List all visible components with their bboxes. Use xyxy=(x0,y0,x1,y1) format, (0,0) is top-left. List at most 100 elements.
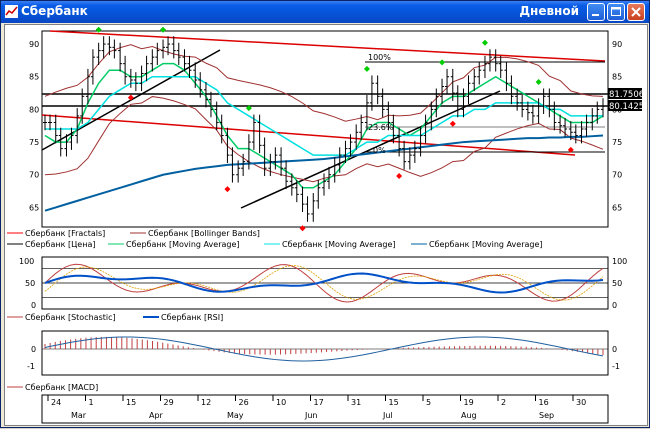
price-panel-frame xyxy=(41,30,609,228)
month-label: Jul xyxy=(382,411,393,420)
fractal-down-marker xyxy=(567,146,574,153)
price-candles xyxy=(43,36,605,222)
fractal-down-marker xyxy=(224,186,231,193)
fractal-up-marker xyxy=(95,26,102,33)
fractal-down-marker xyxy=(449,120,456,127)
osc-tick-right-0: 0 xyxy=(612,301,617,310)
legend-price: Сбербанк [Цена] xyxy=(25,240,95,249)
price-tick-left-70: 70 xyxy=(29,171,39,180)
ma-mid-line xyxy=(45,75,603,156)
legend-rsi: Сбербанк [RSI] xyxy=(161,313,223,322)
day-label: 10 xyxy=(276,398,286,407)
osc-tick-right-100: 100 xyxy=(612,257,627,266)
month-label: Mar xyxy=(71,411,87,420)
month-label: Apr xyxy=(149,411,164,420)
fib-label-100: 100% xyxy=(368,53,391,62)
price-box-1-text: 81.7506 xyxy=(609,90,644,100)
price-tick-left-85: 85 xyxy=(29,73,39,82)
stochastic-line xyxy=(44,263,604,303)
fractal-up-marker xyxy=(535,78,542,85)
chart-app-icon xyxy=(5,5,18,18)
price-box-1 xyxy=(608,88,642,99)
price-tick-right-75: 75 xyxy=(612,138,622,147)
day-label: 17 xyxy=(314,398,324,407)
price-tick-right-85: 85 xyxy=(612,73,622,82)
month-label: Sep xyxy=(539,411,554,420)
fib-label-236: 23.6% xyxy=(368,123,394,132)
legend-ma-slow: Сбербанк [Moving Average] xyxy=(429,240,543,249)
ma-slow-line xyxy=(44,134,604,212)
month-label: May xyxy=(227,411,244,420)
rsi-line xyxy=(44,272,604,294)
fractal-down-marker xyxy=(127,94,134,101)
legend-fractals: Сбербанк [Fractals] xyxy=(25,229,105,238)
price-tick-left-65: 65 xyxy=(29,203,39,212)
day-label: 24 xyxy=(51,398,61,407)
fractal-up-marker xyxy=(363,65,370,72)
day-label: 31 xyxy=(351,398,361,407)
oscillator-lines xyxy=(44,263,604,303)
macd-tick-left-0: 0 xyxy=(31,345,36,354)
osc-tick-right-50: 50 xyxy=(612,279,622,288)
price-tick-left-90: 90 xyxy=(29,40,39,49)
day-label: 15 xyxy=(126,398,136,407)
oscillator-legend: Сбербанк [Stochastic] Сбербанк [RSI] xyxy=(7,313,223,322)
price-tick-right-70: 70 xyxy=(612,171,622,180)
maximize-icon xyxy=(611,7,621,16)
day-label: 15 xyxy=(389,398,399,407)
day-label: 12 xyxy=(201,398,211,407)
legend-macd: Сбербанк [MACD] xyxy=(25,383,98,392)
price-yaxis-left: 90 85 80 75 70 65 xyxy=(29,40,39,212)
fib-label-0: 0% xyxy=(373,146,386,155)
fractal-up-marker xyxy=(439,59,446,66)
osc-tick-left-50: 50 xyxy=(25,279,35,288)
close-icon xyxy=(631,7,641,17)
day-label: 29 xyxy=(164,398,174,407)
close-button[interactable] xyxy=(627,3,645,21)
time-axis-labels: 24 1 15 29 12 26 10 17 31 15 5 19 2 16 30 Mar Apr May Jun J… xyxy=(47,395,586,420)
fractal-down-marker xyxy=(396,173,403,180)
fractal-up-marker xyxy=(481,39,488,46)
day-label: 5 xyxy=(426,398,431,407)
fractal-markers xyxy=(95,26,574,232)
price-box-2-text: 80.1425 xyxy=(609,102,644,112)
price-legend: Сбербанк [Fractals] Сбербанк [Bollinger … xyxy=(7,229,543,249)
window-title: Сбербанк xyxy=(21,4,88,18)
day-label: 2 xyxy=(501,398,506,407)
trendline-up-2[interactable] xyxy=(240,90,501,209)
day-label: 30 xyxy=(576,398,586,407)
legend-bollinger: Сбербанк [Bollinger Bands] xyxy=(148,229,260,238)
macd-panel-frame xyxy=(41,330,609,376)
macd-signal-line xyxy=(44,336,604,362)
fractal-down-marker xyxy=(299,225,306,232)
macd-tick-left-neg1: -1 xyxy=(27,362,35,371)
month-label: Jun xyxy=(304,411,318,420)
price-tick-right-65: 65 xyxy=(612,203,622,212)
day-label: 1 xyxy=(89,398,94,407)
maximize-button[interactable] xyxy=(607,3,625,21)
osc-tick-left-100: 100 xyxy=(19,257,34,266)
price-tick-left-80: 80 xyxy=(29,105,39,114)
trend-channel-upper[interactable] xyxy=(49,30,606,62)
osc-tick-left-0: 0 xyxy=(31,301,36,310)
day-label: 16 xyxy=(539,398,549,407)
bollinger-upper xyxy=(44,44,604,122)
trend-channel-lower[interactable] xyxy=(41,114,576,156)
price-tick-right-90: 90 xyxy=(612,40,622,49)
fractal-up-marker xyxy=(160,26,167,33)
price-tick-left-75: 75 xyxy=(29,138,39,147)
legend-ma-fast: Сбербанк [Moving Average] xyxy=(126,240,240,249)
macd-tick-right-neg1: -1 xyxy=(612,362,620,371)
fractal-up-marker xyxy=(245,105,252,112)
macd-histogram xyxy=(42,336,608,362)
day-label: 26 xyxy=(239,398,249,407)
minimize-button[interactable] xyxy=(587,3,605,21)
timeframe-label: Дневной xyxy=(519,4,579,18)
title-bar[interactable]: Сбербанк Дневной xyxy=(1,1,649,23)
minimize-icon xyxy=(592,14,599,16)
time-axis xyxy=(41,394,609,424)
